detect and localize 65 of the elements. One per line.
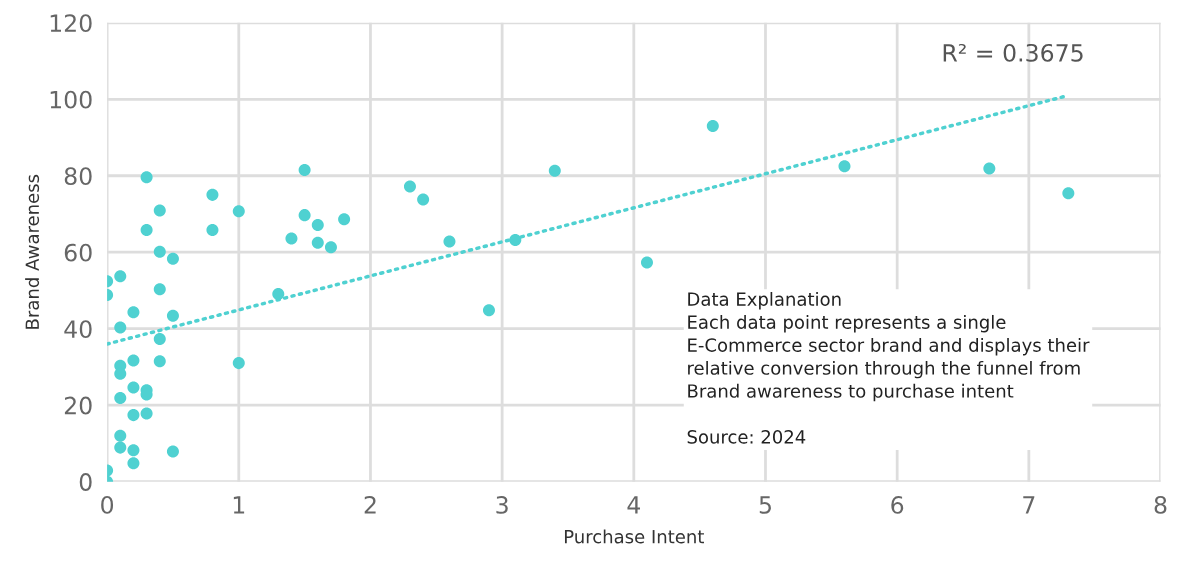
y-axis-title: Brand Awareness [25,174,40,329]
point [232,357,245,370]
point [443,235,456,248]
point [114,441,127,454]
point [114,321,127,334]
point [640,256,653,269]
point [298,209,311,222]
point [206,224,219,237]
y-tick-label: 120 [50,14,92,33]
y-tick-label: 20 [64,396,92,415]
x-tick-label: 6 [891,495,904,514]
x-tick-label: 3 [496,495,508,514]
point [338,213,351,226]
point [1062,187,1075,200]
point [166,252,179,265]
point [114,391,127,404]
annotation: R² = 0.3675 [943,43,1083,62]
y-tick-label: 100 [50,90,92,109]
point [153,283,166,296]
point [153,204,166,217]
point [706,120,719,133]
point [311,219,324,232]
y-tick-label: 0 [79,473,92,491]
point [983,162,996,175]
point [285,232,298,245]
point [206,188,219,201]
point [403,180,416,193]
x-tick-label: 4 [627,496,640,514]
y-tick-label: 60 [64,243,92,262]
point [417,193,430,206]
point [153,333,166,346]
x-tick-label: 7 [1023,496,1035,514]
y-tick-label: 80 [64,167,92,186]
point [153,245,166,258]
point [272,287,285,300]
point [153,355,166,368]
x-tick-label: 0 [101,495,114,514]
point [482,304,495,317]
point [311,236,324,249]
x-tick-label: 1 [233,496,245,514]
y-tick-label: 40 [64,320,92,339]
x-tick-label: 2 [364,495,376,514]
point [324,241,337,254]
point [548,164,561,177]
point [838,160,851,173]
point [127,444,140,457]
x-tick-label: 8 [1154,495,1167,514]
x-axis-title: Purchase Intent [564,529,704,544]
point [166,445,179,458]
x-tick-label: 5 [759,496,771,514]
point [127,457,140,470]
point [114,429,127,442]
text: Data Explanation Each data point represents a single E-Commerce sector brand and displays their relative conversion through the funnel from Brand awareness to purchase intent Source: 2024 [687,291,1090,444]
point [127,306,140,319]
point [127,409,140,422]
point [127,354,140,367]
point [140,224,153,237]
point [509,233,522,246]
point [140,171,153,184]
point [298,164,311,177]
point [232,205,245,218]
point [140,407,153,420]
point [127,381,140,394]
point [114,270,127,283]
point [166,309,179,322]
